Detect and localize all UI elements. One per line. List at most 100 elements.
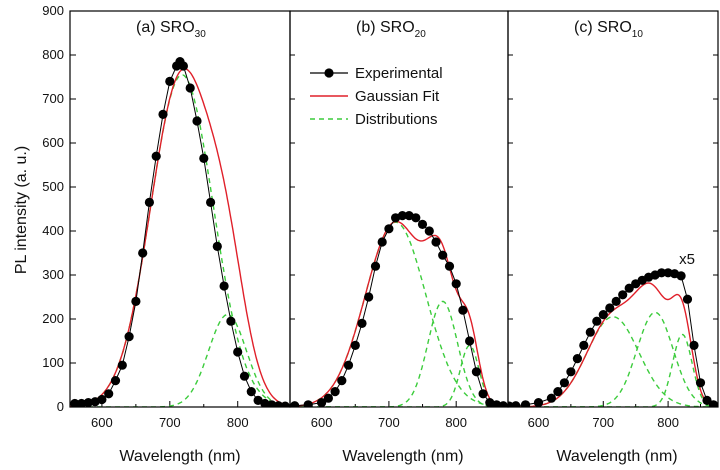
experimental-point: [397, 211, 407, 221]
x-tick-label: 700: [159, 415, 181, 430]
experimental-point: [676, 271, 686, 281]
x-axis-label: Wavelength (nm): [119, 448, 240, 465]
x-tick-label: 800: [657, 415, 679, 430]
y-axis-label: PL intensity (a. u.): [13, 146, 30, 274]
experimental-point: [689, 340, 699, 350]
experimental-point: [546, 393, 557, 403]
panel-title: (b) SRO20: [356, 19, 426, 40]
legend-label-fit: Gaussian Fit: [355, 88, 440, 105]
panel-frame: [507, 10, 719, 408]
experimental-point: [520, 400, 531, 407]
experimental-point: [611, 296, 621, 306]
experimental-point: [702, 395, 712, 405]
panel-title-main: (a) SRO: [136, 19, 195, 36]
experimental-point: [219, 281, 229, 291]
experimental-point: [598, 310, 608, 320]
experimental-point: [206, 197, 216, 207]
experimental-point: [657, 268, 667, 278]
x-axis-label: Wavelength (nm): [342, 448, 463, 465]
y-tick-label: 400: [42, 223, 64, 238]
gaussian-fit-line: [70, 67, 290, 407]
experimental-point: [708, 400, 718, 407]
experimental-point: [605, 303, 615, 313]
distribution-curve: [290, 221, 508, 407]
gaussian-fit-line: [290, 220, 508, 407]
experimental-point: [438, 250, 448, 260]
experimental-point: [199, 153, 209, 163]
experimental-point: [533, 398, 544, 407]
y-tick-label: 300: [42, 267, 64, 282]
experimental-point: [239, 371, 250, 381]
experimental-point: [165, 76, 175, 86]
experimental-point: [350, 340, 360, 350]
experimental-point: [246, 387, 256, 397]
distribution-curve: [508, 311, 718, 407]
experimental-point: [553, 387, 563, 397]
experimental-point: [138, 248, 148, 258]
experimental-point: [572, 354, 583, 364]
experimental-point: [226, 316, 236, 326]
experimental-point: [178, 61, 188, 71]
x-tick-label: 600: [528, 415, 550, 430]
panel-title-main: (c) SRO: [574, 19, 632, 36]
x-axis-label: Wavelength (nm): [556, 448, 677, 465]
y-tick-label: 800: [42, 47, 64, 62]
experimental-point: [357, 318, 367, 328]
distribution-curve: [508, 316, 718, 407]
experimental-point: [303, 400, 313, 407]
experimental-point: [444, 261, 455, 271]
experimental-point: [131, 296, 141, 306]
experimental-point: [97, 394, 107, 405]
experimental-point: [83, 398, 93, 407]
experimental-point: [364, 292, 374, 302]
distribution-curve: [70, 313, 290, 407]
experimental-point: [559, 378, 570, 388]
experimental-point: [451, 279, 461, 289]
experimental-point: [70, 398, 80, 407]
panel-frame: [69, 10, 291, 408]
experimental-point: [566, 367, 576, 377]
x-tick-label: 600: [311, 415, 333, 430]
experimental-point: [465, 336, 475, 346]
panel-title-subscript: 30: [195, 29, 207, 40]
experimental-point: [124, 332, 134, 342]
experimental-point: [384, 224, 394, 234]
y-tick-label: 500: [42, 179, 64, 194]
experimental-line: [74, 60, 286, 407]
experimental-point: [498, 401, 508, 407]
experimental-point: [185, 83, 195, 93]
experimental-point: [330, 387, 340, 397]
experimental-line: [509, 272, 714, 407]
panel-curves: [70, 57, 290, 407]
experimental-point: [411, 213, 421, 223]
y-tick-label: 600: [42, 135, 64, 150]
experimental-point: [458, 305, 468, 315]
experimental-point: [76, 398, 87, 407]
experimental-point: [117, 360, 127, 370]
experimental-point: [192, 116, 202, 126]
experimental-point: [158, 109, 168, 119]
experimental-point: [343, 360, 354, 370]
experimental-point: [280, 401, 290, 407]
distribution-curve: [508, 333, 718, 407]
panel-title: (c) SRO10: [574, 19, 643, 40]
experimental-point: [370, 261, 381, 271]
experimental-point: [511, 401, 521, 407]
y-tick-label: 200: [42, 311, 64, 326]
panel-curves: [290, 211, 508, 407]
experimental-point: [323, 393, 333, 403]
experimental-point: [233, 347, 243, 357]
panel-1: 0 100 200 300 400 500 600 700 800 900 600 700 800 (a)…: [42, 3, 291, 465]
y-tick-label: 900: [42, 3, 64, 18]
panel-title: (a) SRO30: [136, 19, 206, 40]
y-tick-label: 0: [57, 399, 64, 414]
x-tick-label: 700: [592, 415, 614, 430]
experimental-point: [471, 367, 481, 377]
distribution-curve: [290, 300, 508, 407]
panel-title-subscript: 10: [632, 29, 644, 40]
experimental-point: [478, 389, 488, 399]
experimental-point: [624, 283, 634, 293]
experimental-point: [618, 290, 628, 300]
panel-3: 600 700 800 (c) SRO10 Wavelength (nm) x5: [507, 10, 719, 465]
panels-group: 0 100 200 300 400 500 600 700 800 900 600 700 800 (a)…: [42, 3, 719, 465]
